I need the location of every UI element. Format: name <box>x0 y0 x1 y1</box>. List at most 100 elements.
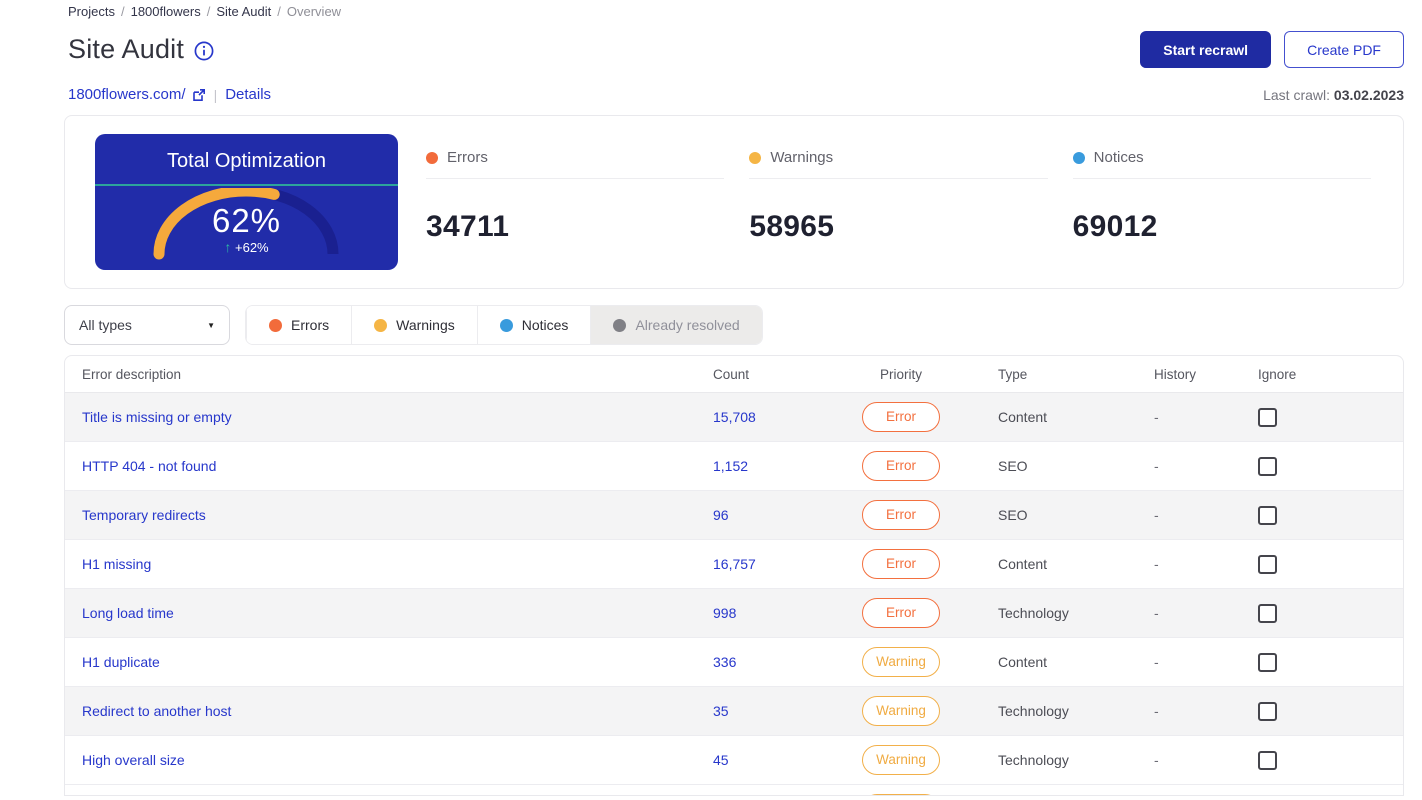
total-optimization-gauge: Total Optimization 62% ↑ +62% <box>95 134 398 270</box>
error-description-link[interactable]: Redirect to another host <box>82 703 232 719</box>
stat-underline <box>1072 178 1371 179</box>
tab-label: Warnings <box>396 317 455 333</box>
type-value: Content <box>998 654 1048 670</box>
filter-tab-errors[interactable]: Errors <box>246 306 352 344</box>
table-row: HTTP 404 - not found 1,152 Error SEO - <box>65 442 1403 491</box>
history-value: - <box>1154 409 1159 425</box>
col-type: Type <box>998 366 1028 382</box>
type-value: Content <box>998 409 1048 425</box>
breadcrumb: Projects / 1800flowers / Site Audit / Ov… <box>64 4 1404 19</box>
stat-dot-icon <box>426 151 438 164</box>
ignore-checkbox[interactable] <box>1258 701 1277 721</box>
gauge-title: Total Optimization <box>167 150 326 172</box>
type-value: SEO <box>998 507 1028 523</box>
filter-tab-warnings[interactable]: Warnings <box>351 306 477 344</box>
history-value: - <box>1154 556 1159 572</box>
table-row: Redirect to another host 35 Warning Tech… <box>65 687 1403 736</box>
type-select-value: All types <box>79 317 132 333</box>
ignore-checkbox[interactable] <box>1258 554 1277 574</box>
stat-value: 58965 <box>749 210 835 243</box>
error-description-link[interactable]: Long load time <box>82 605 174 621</box>
error-description-link[interactable]: H1 duplicate <box>82 654 160 670</box>
priority-badge: Error <box>862 598 940 628</box>
count-link[interactable]: 336 <box>713 654 737 670</box>
count-link[interactable]: 96 <box>713 507 729 523</box>
start-recrawl-button[interactable]: Start recrawl <box>1140 31 1272 68</box>
stat-dot-icon <box>1072 151 1085 164</box>
count-link[interactable]: 15,708 <box>713 409 756 425</box>
stat-underline <box>426 178 725 179</box>
stat-column: Errors 34711 <box>426 149 725 244</box>
issue-filter-tabs: Errors Warnings Notices Already resolved <box>245 305 763 345</box>
col-count: Count <box>713 366 750 382</box>
breadcrumb-site-audit[interactable]: Site Audit <box>216 4 272 19</box>
history-value: - <box>1154 752 1159 768</box>
table-header: Error description Count Priority Type Hi… <box>65 356 1403 393</box>
issues-table: Error description Count Priority Type Hi… <box>64 355 1404 796</box>
filter-tab-notices[interactable]: Notices <box>476 306 591 344</box>
priority-badge: Error <box>862 500 940 530</box>
chevron-down-icon: ▼ <box>207 320 215 330</box>
ignore-checkbox[interactable] <box>1258 652 1277 672</box>
ignore-checkbox[interactable] <box>1258 456 1277 476</box>
history-value: - <box>1154 654 1159 670</box>
col-priority: Priority <box>879 366 922 382</box>
stat-dot-icon <box>749 151 762 164</box>
stat-column: Notices 69012 <box>1072 149 1371 244</box>
count-link[interactable]: 35 <box>713 703 729 719</box>
tab-dot-icon <box>499 318 513 332</box>
type-value: Technology <box>998 703 1069 719</box>
stat-label: Errors <box>447 149 488 166</box>
ignore-checkbox[interactable] <box>1258 750 1277 770</box>
priority-badge: Error <box>862 451 940 481</box>
priority-badge: Error <box>862 402 940 432</box>
tab-label: Notices <box>521 317 569 333</box>
ignore-checkbox[interactable] <box>1258 603 1277 623</box>
filter-row: All types ▼ Errors Warnings Notices <box>64 305 1404 345</box>
gauge-arc <box>153 188 339 260</box>
error-description-link[interactable]: H1 missing <box>82 556 152 572</box>
table-body: Title is missing or empty 15,708 Error C… <box>65 393 1403 785</box>
history-value: - <box>1154 458 1159 474</box>
up-arrow-icon: ↑ <box>224 239 232 255</box>
count-link[interactable]: 45 <box>713 752 729 768</box>
breadcrumb-projects[interactable]: Projects <box>68 4 115 19</box>
history-value: - <box>1154 703 1159 719</box>
info-icon[interactable] <box>194 41 214 61</box>
page-title: Site Audit <box>68 34 185 64</box>
domain-link[interactable]: 1800flowers.com/ <box>68 86 206 103</box>
issue-stats: Errors 34711 Warnings 58965 <box>426 149 1371 244</box>
partial-table-row <box>65 785 1403 795</box>
breadcrumb-current: Overview <box>286 4 342 19</box>
details-link[interactable]: Details <box>225 86 272 103</box>
error-description-link[interactable]: Title is missing or empty <box>82 409 232 425</box>
page-header: Site Audit Start recrawl Create PDF <box>64 31 1404 68</box>
count-link[interactable]: 1,152 <box>713 458 749 474</box>
count-link[interactable]: 998 <box>713 605 737 621</box>
gauge-value: 62% <box>211 202 282 239</box>
type-value: Content <box>998 556 1048 572</box>
ignore-checkbox[interactable] <box>1258 505 1277 525</box>
filter-tab-already-resolved[interactable]: Already resolved <box>590 306 762 344</box>
create-pdf-button[interactable]: Create PDF <box>1284 31 1404 68</box>
gauge-delta: ↑ +62% <box>224 239 269 255</box>
ignore-checkbox[interactable] <box>1258 407 1277 427</box>
domain-text: 1800flowers.com/ <box>68 86 186 103</box>
stat-value: 69012 <box>1072 210 1158 243</box>
breadcrumb-project[interactable]: 1800flowers <box>130 4 201 19</box>
type-select[interactable]: All types ▼ <box>64 305 230 345</box>
last-crawl: Last crawl: 03.02.2023 <box>1263 86 1404 103</box>
table-row: H1 duplicate 336 Warning Content - <box>65 638 1403 687</box>
error-description-link[interactable]: High overall size <box>82 752 185 768</box>
breadcrumb-separator: / <box>277 4 281 19</box>
error-description-link[interactable]: Temporary redirects <box>82 507 206 523</box>
tab-label: Errors <box>291 317 330 333</box>
priority-badge: Warning <box>862 745 940 775</box>
count-link[interactable]: 16,757 <box>713 556 756 572</box>
table-row: Long load time 998 Error Technology - <box>65 589 1403 638</box>
priority-badge: Error <box>862 549 940 579</box>
table-row: H1 missing 16,757 Error Content - <box>65 540 1403 589</box>
tab-dot-icon <box>374 318 388 332</box>
error-description-link[interactable]: HTTP 404 - not found <box>82 458 217 474</box>
table-row: High overall size 45 Warning Technology … <box>65 736 1403 785</box>
